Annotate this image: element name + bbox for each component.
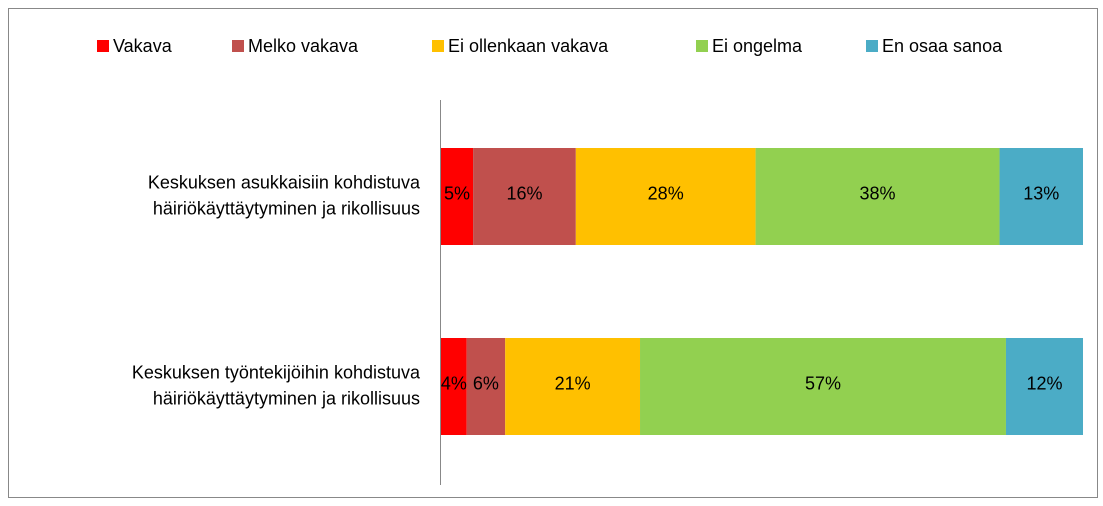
bar-segment [575,148,756,245]
data-label: 16% [506,183,542,203]
legend-label: Vakava [113,36,173,56]
legend-label: Ei ongelma [712,36,803,56]
bar-segment [466,338,506,435]
bar-segment [441,338,467,435]
legend-swatch [696,40,708,52]
legend-label: Ei ollenkaan vakava [448,36,609,56]
legend-swatch [97,40,109,52]
data-label: 4% [441,373,467,393]
data-label: 12% [1026,373,1062,393]
data-label: 57% [805,373,841,393]
bar-segment [505,338,641,435]
bar-segment [755,148,1000,245]
legend-swatch [232,40,244,52]
data-label: 13% [1023,183,1059,203]
data-label: 6% [473,373,499,393]
bar-segment [1005,338,1083,435]
legend-swatch [432,40,444,52]
bar-segment [999,148,1083,245]
data-label: 21% [555,373,591,393]
bar-segment [640,338,1006,435]
category-label: Keskuksen asukkaisiin kohdistuva häiriökä… [148,172,421,218]
data-label: 38% [860,183,896,203]
data-label: 28% [648,183,684,203]
category-label: Keskuksen työntekijöihin kohdistuva häiri… [132,362,421,408]
legend-swatch [866,40,878,52]
data-label: 5% [444,183,470,203]
bar-segment [441,148,474,245]
bar-segment [473,148,576,245]
legend-label: En osaa sanoa [882,36,1003,56]
legend-label: Melko vakava [248,36,359,56]
